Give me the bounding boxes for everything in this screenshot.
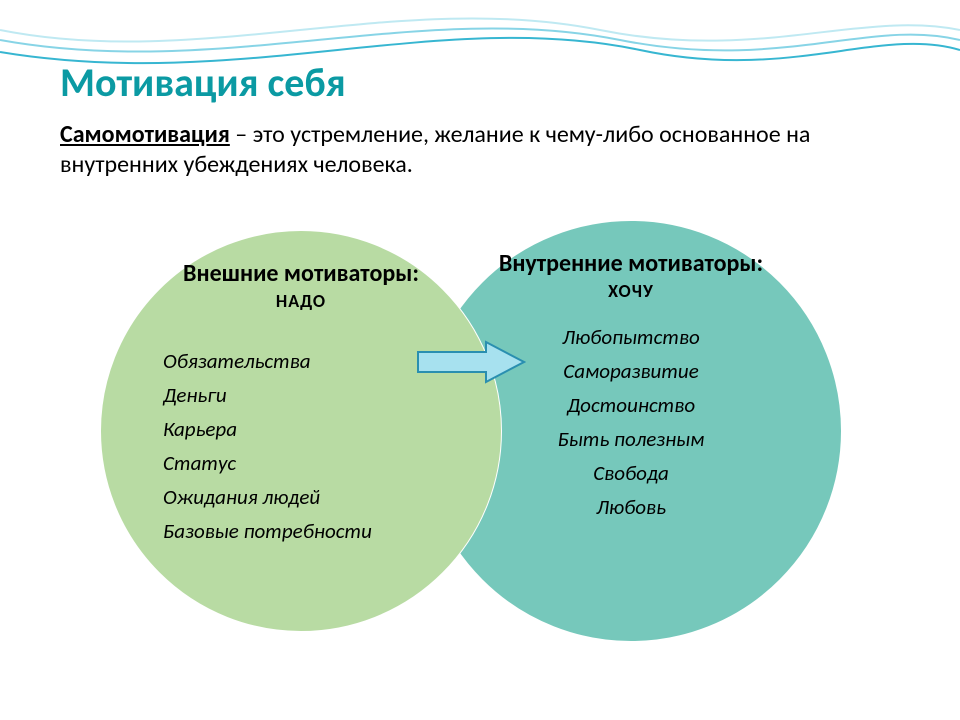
- external-items: Обязательства Деньги Карьера Статус Ожидания…: [163, 348, 501, 544]
- venn-diagram: Внутренние мотиваторы: ХОЧУ ЛюбопытствоС…: [100, 220, 860, 680]
- list-item: Деньги: [163, 382, 501, 408]
- wave-1: [0, 18, 960, 41]
- external-sub: НАДО: [101, 290, 501, 312]
- page-title: Мотивация себя: [60, 58, 346, 107]
- list-item: Карьера: [163, 416, 501, 442]
- list-item: Базовые потребности: [163, 518, 501, 544]
- external-header: Внешние мотиваторы:: [101, 259, 501, 288]
- list-item: Ожидания людей: [163, 484, 501, 510]
- wave-2: [0, 28, 960, 51]
- list-item: Любопытство: [421, 324, 841, 350]
- definition-term: Самомотивация: [60, 120, 230, 149]
- circle-external: Внешние мотиваторы: НАДО Обязательства Де…: [100, 230, 502, 632]
- definition-text: Самомотивация – это устремление, желание…: [60, 120, 840, 180]
- list-item: Статус: [163, 450, 501, 476]
- list-item: Обязательства: [163, 348, 501, 374]
